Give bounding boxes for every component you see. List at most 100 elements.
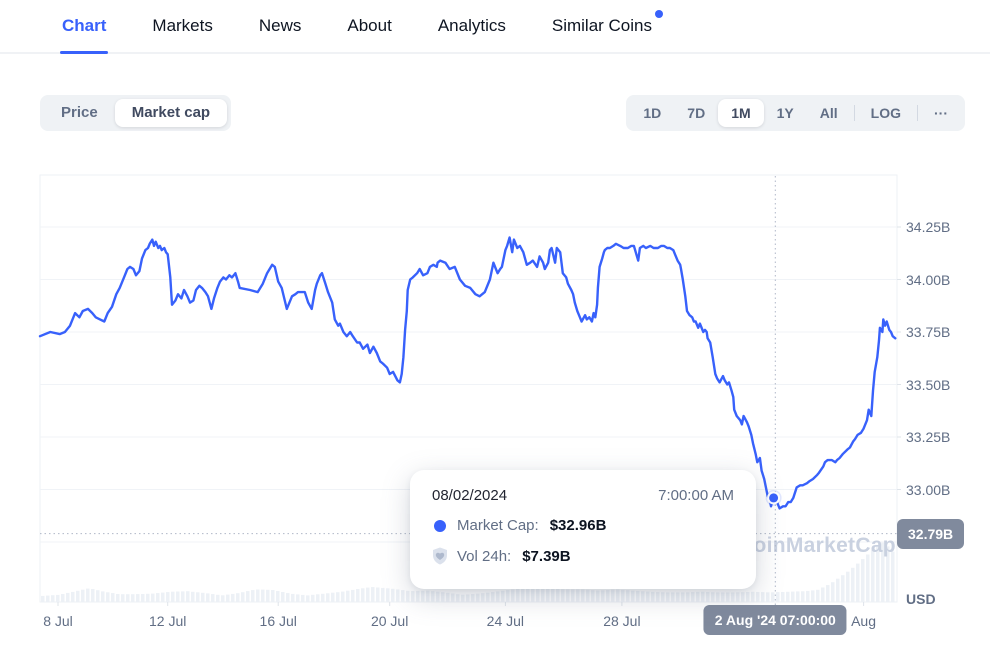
volume-bar [631, 590, 635, 602]
volume-bar [721, 592, 725, 602]
volume-bar [831, 582, 835, 602]
volume-bar [396, 589, 400, 602]
volume-bar [441, 592, 445, 602]
volume-bar [426, 590, 430, 602]
range-all-button[interactable]: All [807, 99, 851, 127]
chart-tooltip: 08/02/2024 7:00:00 AM Market Cap: $32.96B… [410, 470, 756, 589]
volume-bar [666, 592, 670, 602]
volume-bar [821, 587, 825, 602]
volume-bar [871, 549, 875, 602]
volume-bar [641, 591, 645, 602]
volume-bar [386, 588, 390, 602]
volume-bar [701, 591, 705, 602]
volume-bar [71, 591, 75, 602]
volume-bar [826, 585, 830, 602]
volume-bar [236, 593, 240, 602]
metric-price-button[interactable]: Price [44, 99, 115, 127]
volume-bar [671, 592, 675, 602]
tooltip-value: $32.96B [549, 517, 607, 534]
volume-bar [96, 590, 100, 602]
volume-bar [151, 593, 155, 602]
volume-bar [541, 587, 545, 602]
hovered-point-marker [769, 493, 779, 503]
divider [917, 105, 918, 121]
volume-bar [346, 590, 350, 602]
volume-bar [586, 589, 590, 602]
volume-bar [596, 590, 600, 602]
range-1y-button[interactable]: 1Y [764, 99, 807, 127]
volume-bar [591, 590, 595, 602]
volume-bar [331, 592, 335, 602]
range-1m-button[interactable]: 1M [718, 99, 764, 127]
tooltip-row: Market Cap: $32.96B [432, 517, 734, 534]
volume-bar [221, 595, 225, 602]
volume-bar [551, 588, 555, 602]
range-log-button[interactable]: LOG [858, 99, 914, 127]
volume-bar [401, 590, 405, 602]
volume-bar [256, 589, 260, 602]
volume-bar [576, 589, 580, 602]
volume-bar [356, 589, 360, 602]
volume-bar [536, 587, 540, 602]
volume-bar [716, 592, 720, 602]
volume-bar [436, 591, 440, 602]
volume-bar [481, 593, 485, 602]
volume-bar [411, 591, 415, 602]
volume-bar [101, 591, 105, 602]
tooltip-date: 08/02/2024 [432, 487, 508, 504]
volume-bar [416, 590, 420, 602]
volume-bar [51, 595, 55, 602]
x-axis-label: 12 Jul [149, 613, 187, 629]
volume-bar [196, 592, 200, 602]
coinmarketcap-watermark: CoinMarketCap [738, 534, 896, 557]
volume-bar [691, 592, 695, 602]
x-axis-label: Aug [851, 613, 877, 629]
y-axis-label: 33.00B [906, 481, 951, 498]
volume-bar [106, 592, 110, 602]
volume-bar [81, 589, 85, 602]
range-more-button[interactable]: ··· [921, 99, 961, 127]
x-axis-label: 24 Jul [486, 613, 525, 629]
volume-bar [511, 589, 515, 602]
divider [853, 105, 855, 121]
volume-bar [111, 593, 115, 602]
nav-tab-chart[interactable]: Chart [59, 0, 109, 54]
nav-tab-markets[interactable]: Markets [152, 0, 212, 52]
nav-tab-similar-coins[interactable]: Similar Coins [552, 0, 663, 52]
volume-bar [286, 593, 290, 602]
volume-bar [796, 591, 800, 602]
volume-bar [456, 594, 460, 602]
x-axis-label: 16 Jul [259, 613, 297, 629]
volume-bar [566, 589, 570, 602]
tooltip-label: Market Cap: [457, 517, 539, 534]
volume-bar [476, 593, 480, 602]
volume-bar [761, 592, 765, 602]
range-1d-button[interactable]: 1D [630, 99, 674, 127]
volume-bar [421, 590, 425, 602]
volume-bar [216, 594, 220, 602]
volume-bar [811, 590, 815, 602]
volume-bar [516, 588, 520, 602]
volume-bar [121, 594, 125, 602]
volume-bar [611, 589, 615, 602]
range-7d-button[interactable]: 7D [674, 99, 718, 127]
volume-bar [91, 589, 95, 602]
nav-tab-about[interactable]: About [347, 0, 391, 52]
volume-bar [146, 593, 150, 602]
y-axis-unit-label: USD [906, 591, 936, 607]
market-cap-line [38, 236, 897, 510]
volume-bar [261, 589, 265, 602]
volume-bar [226, 594, 230, 602]
volume-bar [676, 592, 680, 602]
nav-tab-analytics[interactable]: Analytics [438, 0, 506, 52]
crosshair-value-badge: 32.79B [897, 518, 965, 549]
x-axis-label: 28 Jul [603, 613, 641, 629]
nav-tab-news[interactable]: News [259, 0, 302, 52]
volume-bar [801, 591, 805, 602]
metric-market-cap-button[interactable]: Market cap [114, 99, 228, 127]
volume-bar [231, 593, 235, 602]
volume-bar [851, 567, 855, 602]
volume-bar [661, 592, 665, 602]
